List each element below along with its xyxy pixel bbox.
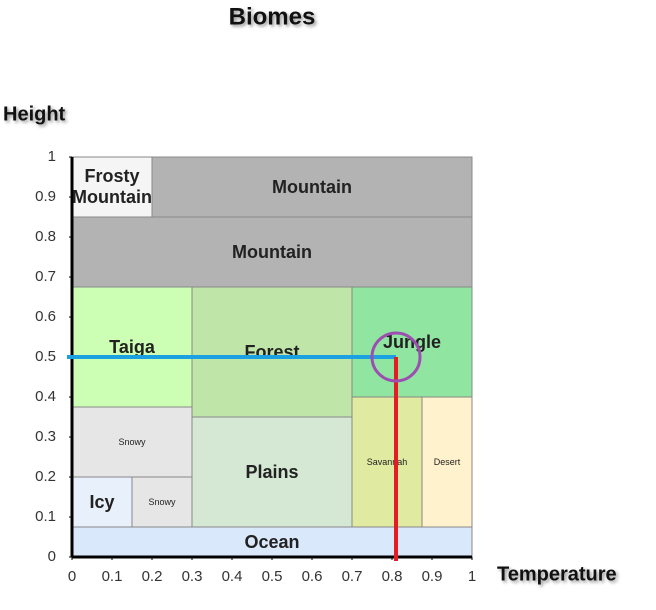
- region-label: Snowy: [118, 436, 146, 447]
- region-label: Snowy: [148, 496, 176, 507]
- biome-region: [351, 396, 423, 528]
- x-tick-label: 0.4: [222, 568, 243, 585]
- y-tick-label: 0.3: [35, 428, 56, 445]
- x-axis-label: Temperature: [497, 563, 617, 585]
- region-label: Plains: [245, 461, 299, 482]
- x-tick-label: 0.8: [382, 568, 403, 585]
- chart-title: Biomes: [229, 3, 316, 30]
- region-label: Forest: [244, 341, 300, 362]
- x-tick-label: 0.7: [342, 568, 363, 585]
- x-tick-label: 0.3: [182, 568, 203, 585]
- y-tick-label: 0.9: [35, 188, 56, 205]
- region-label: Mountain: [232, 241, 312, 262]
- biome-region: [71, 286, 193, 408]
- biome-region: [71, 156, 153, 218]
- region-label: Jungle: [382, 331, 441, 352]
- x-tick-label: 1: [468, 568, 476, 585]
- biome-region: [151, 156, 473, 218]
- region-label: Icy: [89, 491, 115, 512]
- region-label: Taiga: [109, 336, 155, 357]
- x-tick-label: 0.6: [302, 568, 323, 585]
- biome-region: [131, 476, 193, 528]
- y-tick-label: 0.5: [35, 348, 56, 365]
- y-tick-label: 0.8: [35, 228, 56, 245]
- y-tick-label: 0.2: [35, 468, 56, 485]
- y-tick-label: 0.1: [35, 508, 56, 525]
- x-tick-label: 0: [68, 568, 76, 585]
- region-label: Desert: [433, 456, 461, 467]
- biome-region: [191, 286, 353, 418]
- y-tick-label: 0.6: [35, 308, 56, 325]
- x-tick-label: 0.1: [102, 568, 123, 585]
- region-label: Savannah: [366, 456, 408, 467]
- y-tick-label: 0: [48, 548, 56, 565]
- x-tick-label: 0.2: [142, 568, 163, 585]
- biome-region: [71, 216, 473, 288]
- y-axis-label: Height: [3, 103, 66, 125]
- biome-region: [191, 416, 353, 528]
- x-tick-label: 0.9: [422, 568, 443, 585]
- y-tick-label: 0.7: [35, 268, 56, 285]
- region-label: Mountain: [272, 176, 352, 197]
- y-tick-label: 1: [48, 148, 56, 165]
- x-tick-label: 0.5: [262, 568, 283, 585]
- region-label: Frosty Mountain: [72, 166, 152, 207]
- y-tick-label: 0.4: [35, 388, 56, 405]
- region-label: Ocean: [244, 531, 300, 552]
